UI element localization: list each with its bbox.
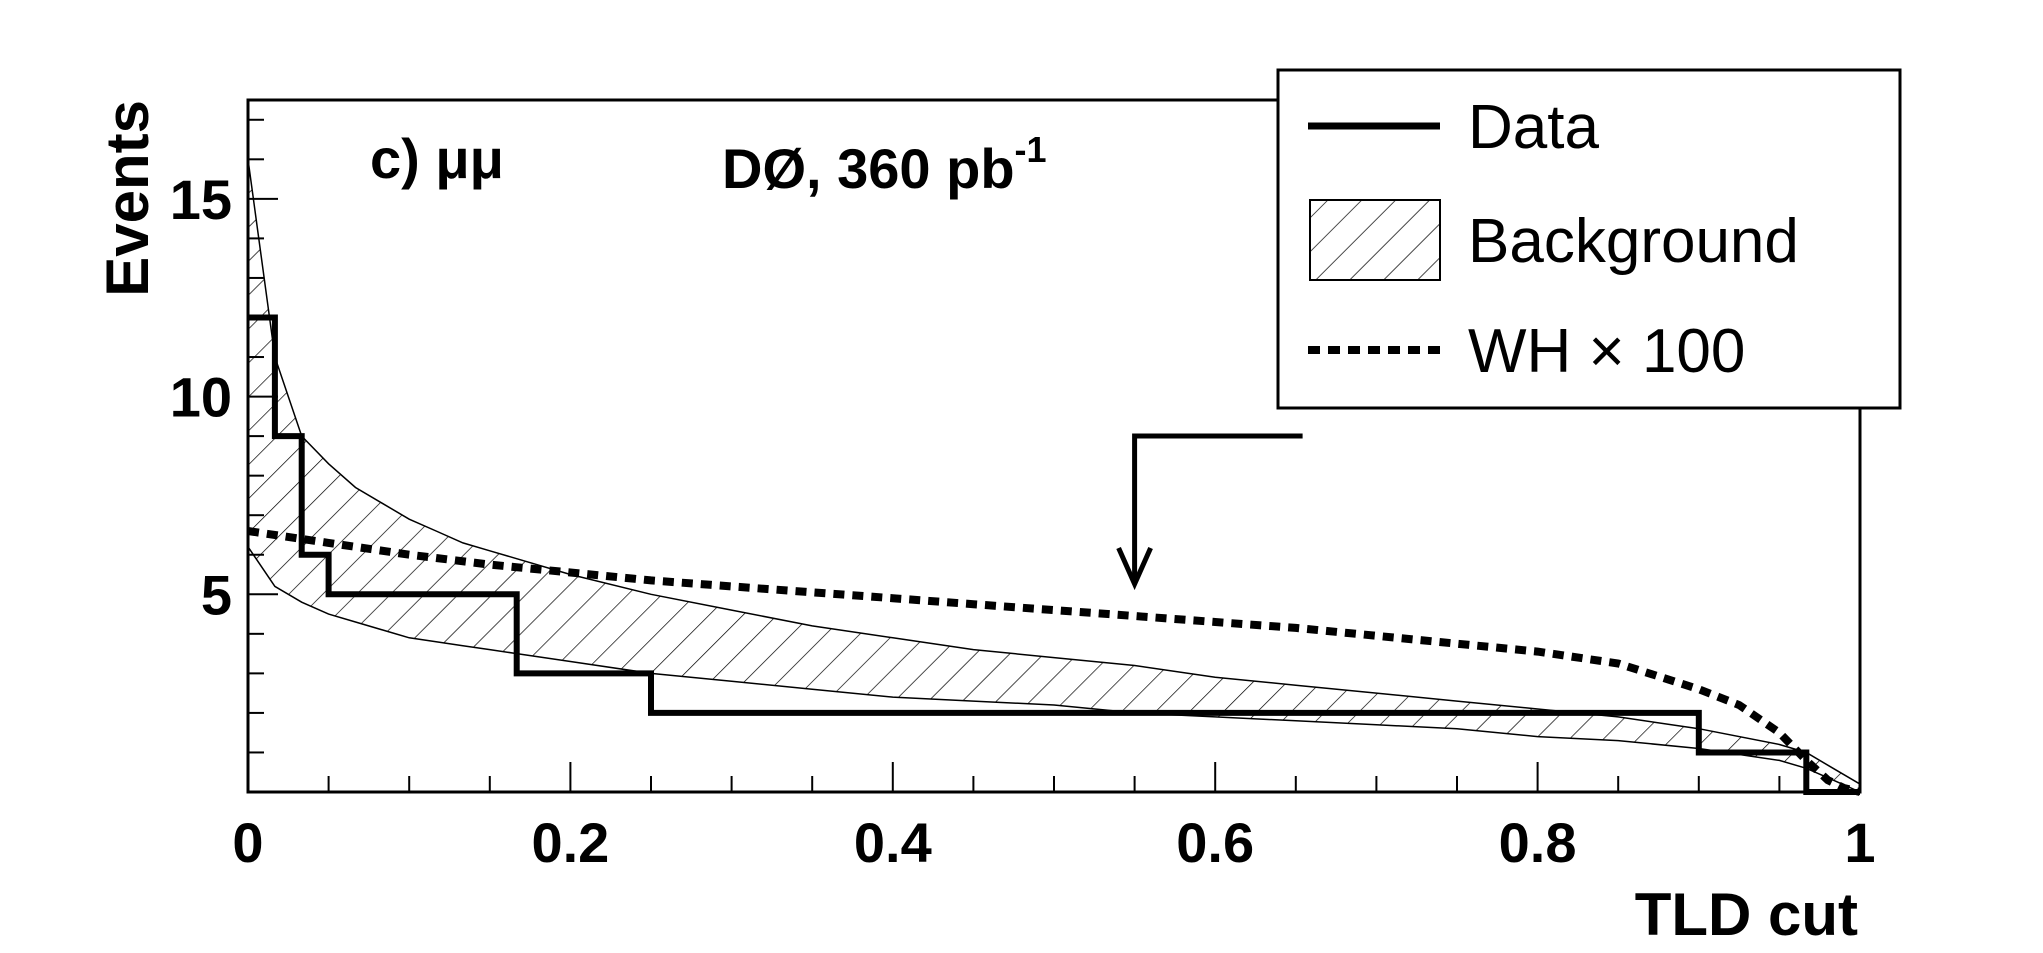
y-axis-title: Events [94,100,161,297]
y-tick-label-10: 10 [170,366,232,429]
x-tick-label-4: 0.8 [1499,811,1577,874]
y-tick-labels: 5 10 15 [170,168,232,626]
x-tick-labels: 0 0.2 0.4 0.6 0.8 1 [232,811,1875,874]
x-tick-label-3: 0.6 [1176,811,1254,874]
cut-arrow-head [1116,546,1153,591]
y-tick-label-15: 15 [170,168,232,231]
x-tick-label-5: 1 [1844,811,1875,874]
data-line [248,314,1860,795]
experiment-label: DØ, 360 pb-1 [722,129,1047,200]
panel-label: c) μμ [370,127,504,190]
signal-curve [247,527,1861,796]
x-tick-label-2: 0.4 [854,811,932,874]
legend-data-label: Data [1468,93,1599,162]
experiment-label-sup: -1 [1015,129,1047,170]
x-tick-label-1: 0.2 [531,811,609,874]
data-step-curve [248,314,1860,795]
y-tick-label-5: 5 [201,563,232,626]
legend-signal-label: WH × 100 [1468,317,1745,386]
legend-background-label: Background [1468,207,1799,276]
cut-arrow [1116,433,1303,591]
x-axis-ticks [327,762,1781,792]
x-tick-label-0: 0 [232,811,263,874]
x-axis-title: TLD cut [1635,881,1858,948]
signal-line [247,527,1861,796]
cut-arrow-shaft [1132,433,1303,580]
legend-background-swatch [1309,199,1441,281]
legend: Data Background WH × 100 [1276,68,1902,410]
experiment-label-main: DØ, 360 pb [722,137,1015,200]
